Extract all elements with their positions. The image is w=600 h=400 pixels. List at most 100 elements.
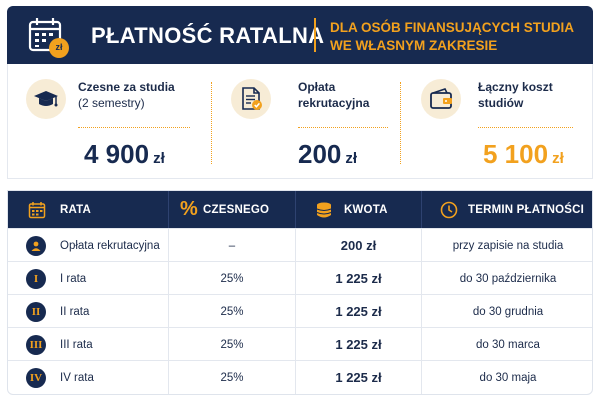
row-deadline: do 30 maja xyxy=(479,371,537,384)
column-separator xyxy=(295,328,296,361)
document-check-icon xyxy=(231,79,271,119)
graduation-cap-icon xyxy=(26,79,66,119)
header-kwota: KWOTA xyxy=(314,191,424,228)
header-rata: RATA xyxy=(28,191,178,228)
column-separator xyxy=(421,262,422,295)
subtitle-line-1: DLA OSÓB FINANSUJĄCYCH STUDIA xyxy=(330,20,575,35)
header-separator xyxy=(168,191,169,228)
row-amount: 1 225 zł xyxy=(335,337,382,352)
row-amount: 1 225 zł xyxy=(335,304,382,319)
header-separator xyxy=(295,191,296,228)
recruitment-fee-label-line1: Opłata xyxy=(298,80,336,94)
summary-card-recruitment-fee: Opłata rekrutacyjna 200 zł xyxy=(213,64,398,179)
recruitment-fee-amount: 200 zł xyxy=(298,139,357,170)
roman-numeral-badge: I xyxy=(26,268,46,289)
row-amount: 1 225 zł xyxy=(335,370,382,385)
column-separator xyxy=(421,295,422,328)
header-banner: zł PŁATNOŚĆ RATALNA DLA OSÓB FINANSUJĄCY… xyxy=(7,6,593,64)
total-cost-amount: 5 100 zł xyxy=(483,139,564,170)
tuition-label: Czesne za studia (2 semestry) xyxy=(78,79,175,111)
header-percent-label: CZESNEGO xyxy=(202,203,270,216)
subtitle-line-2: WE WŁASNYM ZAKRESIE xyxy=(330,38,498,53)
tuition-amount: 4 900 zł xyxy=(84,139,165,170)
column-separator xyxy=(168,229,169,262)
roman-numeral-badge: IV xyxy=(26,367,46,388)
summary-card-total-cost: Łączny koszt studiów 5 100 zł xyxy=(403,64,593,179)
row-name: IV rata xyxy=(60,371,94,384)
header-kwota-label: KWOTA xyxy=(344,203,388,216)
summary-divider xyxy=(211,82,212,164)
tuition-currency: zł xyxy=(153,150,165,167)
roman-numeral-badge: II xyxy=(26,301,46,322)
column-separator xyxy=(421,328,422,361)
header-termin: TERMIN PŁATNOŚCI xyxy=(440,191,590,228)
total-cost-label: Łączny koszt studiów xyxy=(478,79,553,111)
wallet-icon xyxy=(421,79,461,119)
page-subtitle: DLA OSÓB FINANSUJĄCYCH STUDIA WE WŁASNYM… xyxy=(330,19,574,55)
table-row: Opłata rekrutacyjna – 200 zł przy zapisi… xyxy=(8,228,592,262)
row-name: I rata xyxy=(60,272,87,285)
total-cost-label-line1: Łączny koszt xyxy=(478,80,553,94)
row-name: III rata xyxy=(60,338,93,351)
tuition-label-note: (2 semestry) xyxy=(78,96,145,110)
row-percent: 25% xyxy=(220,338,244,351)
column-separator xyxy=(168,328,169,361)
total-cost-currency: zł xyxy=(552,150,564,167)
dotted-divider xyxy=(478,127,573,128)
calendar-icon xyxy=(28,201,46,219)
column-separator xyxy=(168,262,169,295)
roman-numeral-badge: III xyxy=(26,334,46,355)
row-deadline: do 30 marca xyxy=(476,338,540,351)
header-divider xyxy=(314,18,316,52)
row-name-cell: IV IV rata xyxy=(26,361,168,394)
page-title: PŁATNOŚĆ RATALNA xyxy=(91,23,325,48)
total-cost-value: 5 100 xyxy=(483,139,549,169)
total-cost-label-line2: studiów xyxy=(478,96,524,110)
table-row: I I rata 25% 1 225 zł do 30 października xyxy=(8,261,592,295)
summary-divider xyxy=(400,82,401,164)
column-separator xyxy=(168,361,169,394)
column-separator xyxy=(295,229,296,262)
header-rata-label: RATA xyxy=(60,203,92,216)
tuition-label-main: Czesne za studia xyxy=(78,80,175,94)
cost-summary: Czesne za studia (2 semestry) 4 900 zł Op… xyxy=(7,64,593,179)
row-deadline: przy zapisie na studia xyxy=(452,239,564,252)
header-percent: % CZESNEGO xyxy=(180,191,300,228)
header-termin-label: TERMIN PŁATNOŚCI xyxy=(468,203,585,216)
column-separator xyxy=(168,295,169,328)
row-deadline: do 30 grudnia xyxy=(472,305,544,318)
row-deadline: do 30 października xyxy=(459,272,557,285)
person-icon xyxy=(26,235,46,256)
dotted-divider xyxy=(78,127,190,128)
row-percent: 25% xyxy=(220,371,244,384)
column-separator xyxy=(421,229,422,262)
clock-icon xyxy=(440,201,458,219)
table-row: III III rata 25% 1 225 zł do 30 marca xyxy=(8,327,592,361)
row-percent: 25% xyxy=(220,272,244,285)
recruitment-fee-label: Opłata rekrutacyjna xyxy=(298,79,369,111)
row-name-cell: II II rata xyxy=(26,295,168,328)
column-separator xyxy=(421,361,422,394)
recruitment-fee-label-line2: rekrutacyjna xyxy=(298,96,370,110)
table-row: IV IV rata 25% 1 225 zł do 30 maja xyxy=(8,360,592,394)
column-separator xyxy=(295,361,296,394)
row-name: II rata xyxy=(60,305,90,318)
column-separator xyxy=(295,295,296,328)
row-name-cell: III III rata xyxy=(26,328,168,361)
table-header: RATA % CZESNEGO KWOTA xyxy=(8,191,592,228)
table-row: II II rata 25% 1 225 zł do 30 grudnia xyxy=(8,294,592,328)
row-percent: 25% xyxy=(220,305,244,318)
installment-table: RATA % CZESNEGO KWOTA xyxy=(7,190,593,395)
row-name-cell: I I rata xyxy=(26,262,168,295)
summary-card-tuition: Czesne za studia (2 semestry) 4 900 zł xyxy=(8,64,208,179)
row-name: Opłata rekrutacyjna xyxy=(60,239,160,252)
row-name-cell: Opłata rekrutacyjna xyxy=(26,229,168,262)
dotted-divider xyxy=(298,127,388,128)
recruitment-fee-value: 200 xyxy=(298,139,342,169)
percent-icon: % xyxy=(180,198,198,220)
calendar-money-icon: zł xyxy=(27,16,71,60)
header-separator xyxy=(421,191,422,228)
tuition-value: 4 900 xyxy=(84,139,150,169)
row-amount: 1 225 zł xyxy=(335,271,382,286)
column-separator xyxy=(295,262,296,295)
